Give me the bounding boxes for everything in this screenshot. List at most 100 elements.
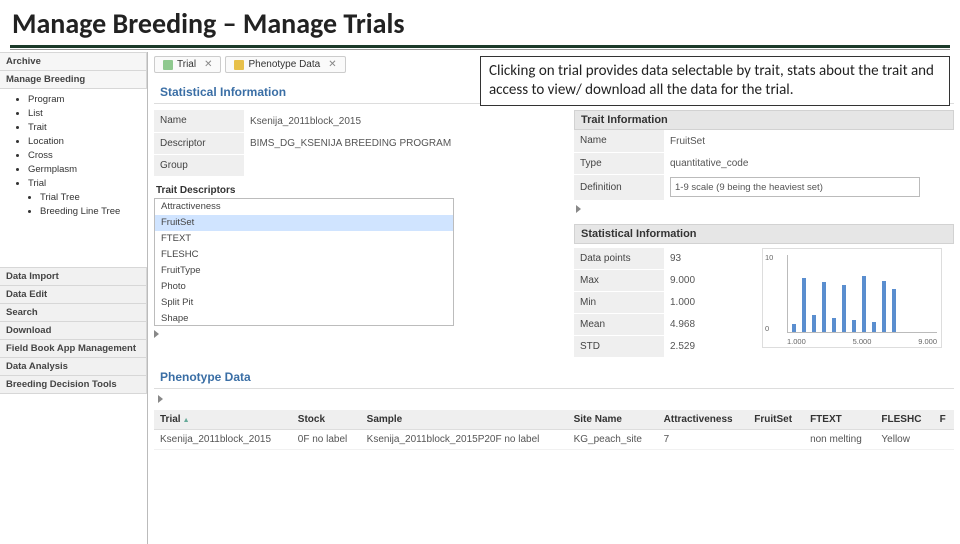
chart-xtick: 5.000 [853,337,872,346]
callout-box: Clicking on trial provides data selectab… [480,56,950,106]
expand-handle-icon[interactable] [158,395,163,403]
expand-handle-icon[interactable] [576,205,581,213]
kv-name-value: Ksenija_2011block_2015 [244,110,562,132]
stats-key: Min [574,292,664,314]
trait-list-item[interactable]: Attractiveness [155,199,453,215]
table-header[interactable]: FruitSet [748,410,804,430]
tab-trial-label: Trial [177,59,196,70]
table-header[interactable]: Site Name [568,410,658,430]
stats-block-head: Statistical Information [574,224,954,244]
trait-type-value: quantitative_code [664,152,954,174]
nav-item-location[interactable]: Location [28,135,143,149]
trait-list-item[interactable]: Split Pit [155,295,453,311]
kv-table-trial: NameKsenija_2011block_2015 DescriptorBIM… [154,110,562,177]
stats-val: 1.000 [664,292,754,314]
chart-bar [792,324,796,332]
table-header[interactable]: Attractiveness [658,410,749,430]
nav-item-trial-tree[interactable]: Trial Tree [40,191,143,205]
nav-tree: Program List Trait Location Cross Germpl… [0,89,147,229]
title-rule-light [10,49,950,50]
stats-key: Data points [574,248,664,270]
nav-section-breeding-decision[interactable]: Breeding Decision Tools [0,376,147,394]
tab-trial[interactable]: Trial ✕ [154,56,221,73]
nav-section-download[interactable]: Download [0,322,147,340]
trait-name-value: FruitSet [664,130,954,152]
trait-descriptors-head: Trait Descriptors [154,177,562,198]
nav-section-archive[interactable]: Archive [0,52,147,71]
nav-item-trait[interactable]: Trait [28,121,143,135]
stats-histogram: 10 0 1.000 5.000 9.000 [762,248,942,348]
chart-bar [872,322,876,331]
nav-section-field-book[interactable]: Field Book App Management [0,340,147,358]
nav-item-breeding-line-tree[interactable]: Breeding Line Tree [40,205,143,219]
trait-list-item[interactable]: FruitSet [155,215,453,231]
kv-name-label: Name [154,110,244,132]
chart-xtick: 1.000 [787,337,806,346]
sort-asc-icon[interactable]: ▲ [183,417,190,424]
cell-fruitset [748,430,804,450]
cell-attractiveness: 7 [658,430,749,450]
trait-info-head: Trait Information [574,110,954,130]
chart-bar [832,318,836,332]
stats-val: 9.000 [664,270,754,292]
chart-bar [842,285,846,331]
cell-fleshc: Yellow [875,430,933,450]
nav-section-search[interactable]: Search [0,304,147,322]
panel-right: Trait Information NameFruitSet Typequant… [574,110,954,358]
kv-desc-label: Descriptor [154,132,244,154]
stats-val: 93 [664,248,754,270]
kv-group-value [244,154,562,176]
nav-section-data-analysis[interactable]: Data Analysis [0,358,147,376]
stats-table: Data points93Max9.000Min1.000Mean4.968ST… [574,248,754,359]
stats-key: STD [574,336,664,358]
close-icon[interactable]: ✕ [204,59,212,70]
trait-listbox[interactable]: AttractivenessFruitSetFTEXTFLESHCFruitTy… [154,198,454,326]
table-row[interactable]: Ksenija_2011block_2015 0F no label Kseni… [154,430,954,450]
title-rule-dark [10,45,950,48]
nav-section-data-edit[interactable]: Data Edit [0,286,147,304]
chart-bar [802,278,806,332]
expand-handle-icon[interactable] [154,330,159,338]
cell-sample: Ksenija_2011block_2015P20F no label [361,430,568,450]
nav-item-trial[interactable]: Trial Trial Tree Breeding Line Tree [28,177,143,219]
chart-bar [852,320,856,332]
tab-phenotype[interactable]: Phenotype Data ✕ [225,56,345,73]
cell-ftext: non melting [804,430,875,450]
table-header[interactable]: FTEXT [804,410,875,430]
phenotype-tab-icon [234,60,244,70]
stats-key: Max [574,270,664,292]
sidebar: Archive Manage Breeding Program List Tra… [0,52,148,544]
nav-item-germplasm[interactable]: Germplasm [28,163,143,177]
table-header[interactable]: Stock [292,410,361,430]
kv-table-trait: NameFruitSet Typequantitative_code Defin… [574,130,954,201]
close-icon[interactable]: ✕ [328,59,336,70]
trait-list-item[interactable]: FTEXT [155,231,453,247]
chart-ytick: 0 [765,324,769,333]
phenotype-data-head: Phenotype Data [154,364,954,389]
nav-section-manage-breeding[interactable]: Manage Breeding [0,71,147,89]
nav-item-cross[interactable]: Cross [28,149,143,163]
stats-val: 2.529 [664,336,754,358]
cell-trial: Ksenija_2011block_2015 [154,430,292,450]
nav-item-list[interactable]: List [28,107,143,121]
trait-list-item[interactable]: FLESHC [155,247,453,263]
trait-list-item[interactable]: Shape [155,311,453,326]
cell-stock: 0F no label [292,430,361,450]
kv-group-label: Group [154,154,244,176]
main-panel: Trial ✕ Phenotype Data ✕ Clicking on tri… [148,52,960,544]
chart-ytick: 10 [765,253,773,262]
table-header[interactable]: FLESHC [875,410,933,430]
trait-definition-input[interactable] [670,177,920,197]
stats-key: Mean [574,314,664,336]
stats-val: 4.968 [664,314,754,336]
trait-list-item[interactable]: FruitType [155,263,453,279]
table-header[interactable]: Sample [361,410,568,430]
table-header[interactable]: Trial▲ [154,410,292,430]
trait-list-item[interactable]: Photo [155,279,453,295]
chart-bar [822,282,826,331]
nav-section-data-import[interactable]: Data Import [0,267,147,286]
nav-item-program[interactable]: Program [28,93,143,107]
table-header[interactable]: F [934,410,954,430]
chart-bar [812,315,816,332]
phenotype-table: Trial▲StockSampleSite NameAttractiveness… [154,410,954,450]
